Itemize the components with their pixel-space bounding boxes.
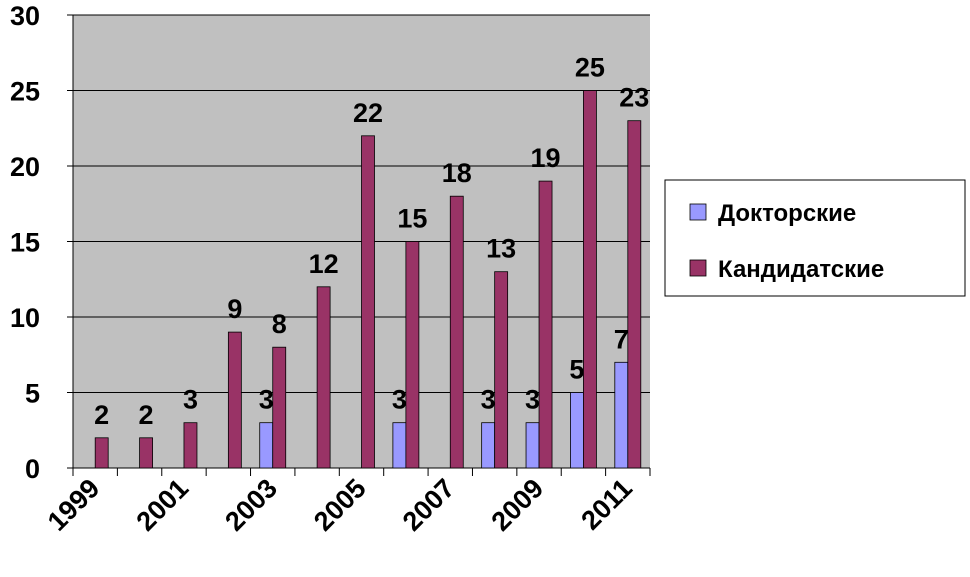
y-tick-label: 0 bbox=[25, 454, 40, 484]
data-label: 25 bbox=[575, 53, 605, 83]
x-tick-label: 1999 bbox=[42, 473, 106, 537]
legend-label: Кандидатские bbox=[718, 256, 884, 283]
bar bbox=[449, 195, 464, 469]
bar bbox=[614, 361, 629, 469]
data-label: 2 bbox=[94, 400, 109, 430]
bar bbox=[139, 437, 153, 469]
data-label: 3 bbox=[183, 385, 198, 415]
bar bbox=[570, 392, 584, 469]
y-tick-label: 20 bbox=[10, 152, 40, 182]
data-label: 3 bbox=[259, 385, 274, 415]
bar bbox=[538, 180, 553, 469]
data-label: 19 bbox=[531, 143, 561, 173]
y-tick-label: 10 bbox=[10, 303, 40, 333]
data-label: 15 bbox=[397, 204, 427, 234]
x-tick-label: 2009 bbox=[486, 473, 550, 537]
data-label: 7 bbox=[614, 324, 629, 354]
x-tick-label: 2011 bbox=[575, 473, 638, 536]
data-label: 13 bbox=[486, 234, 516, 264]
data-label: 22 bbox=[353, 98, 383, 128]
legend-label: Докторские bbox=[718, 200, 856, 227]
bar bbox=[494, 271, 509, 469]
bar bbox=[259, 422, 274, 469]
bar bbox=[481, 422, 496, 469]
y-tick-label: 25 bbox=[10, 77, 40, 107]
x-tick-label: 2003 bbox=[219, 473, 283, 537]
y-tick-label: 5 bbox=[25, 379, 40, 409]
data-label: 3 bbox=[392, 385, 407, 415]
bar bbox=[392, 422, 407, 469]
y-tick-label: 15 bbox=[10, 228, 40, 258]
bar bbox=[583, 90, 597, 469]
legend-swatch bbox=[689, 259, 707, 277]
bar bbox=[525, 422, 540, 469]
x-tick-label: 2007 bbox=[397, 473, 461, 537]
bar bbox=[316, 286, 331, 469]
x-tick-label: 2001 bbox=[131, 473, 195, 537]
data-label: 12 bbox=[309, 249, 339, 279]
data-label: 18 bbox=[442, 158, 472, 188]
legend bbox=[664, 179, 966, 297]
bar bbox=[405, 241, 420, 469]
x-tick-label: 2005 bbox=[308, 473, 372, 537]
data-label: 9 bbox=[227, 294, 242, 324]
bar bbox=[272, 346, 287, 469]
legend-swatch bbox=[689, 203, 707, 221]
data-label: 3 bbox=[525, 385, 540, 415]
bar bbox=[227, 331, 242, 469]
data-label: 3 bbox=[481, 385, 496, 415]
data-label: 5 bbox=[569, 355, 584, 385]
bar bbox=[627, 120, 642, 469]
data-label: 2 bbox=[139, 400, 154, 430]
data-label: 23 bbox=[619, 83, 649, 113]
data-label: 8 bbox=[272, 309, 287, 339]
bar bbox=[183, 422, 198, 469]
bar bbox=[94, 437, 109, 469]
bar bbox=[361, 135, 375, 469]
y-tick-label: 30 bbox=[10, 1, 40, 31]
